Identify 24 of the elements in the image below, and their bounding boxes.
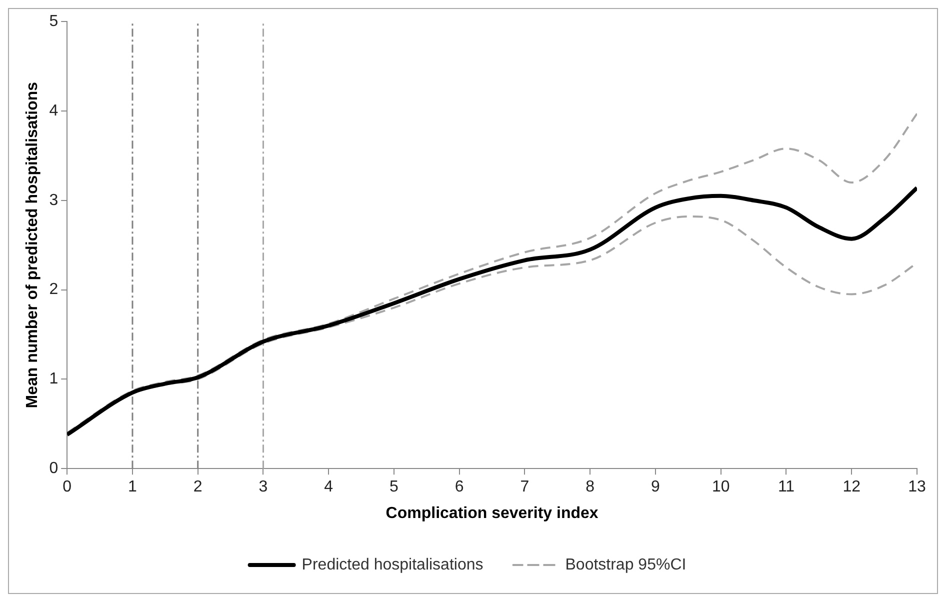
x-tick-label: 8 (586, 478, 595, 496)
x-tick-label: 5 (390, 478, 399, 496)
x-tick-label: 13 (908, 478, 926, 496)
y-tick-label: 4 (49, 102, 58, 120)
y-tick-label: 1 (49, 370, 58, 388)
y-tick-label: 2 (49, 281, 58, 298)
x-axis-title: Complication severity index (386, 504, 598, 522)
y-axis-title: Mean number of predicted hospitalisations (24, 82, 42, 408)
y-tick-label: 5 (49, 13, 58, 30)
x-tick-label: 1 (128, 478, 138, 496)
x-tick-label: 6 (454, 478, 464, 496)
x-tick-label: 10 (712, 478, 730, 496)
y-tick-label: 0 (49, 460, 58, 478)
x-tick-label: 12 (842, 478, 861, 496)
x-tick-label: 7 (520, 478, 530, 496)
x-tick-label: 3 (258, 478, 268, 496)
x-tick-label: 9 (651, 478, 660, 496)
x-tick-label: 4 (324, 478, 334, 496)
y-tick-label: 3 (49, 192, 58, 209)
x-tick-label: 11 (778, 478, 795, 496)
legend-label: Bootstrap 95%CI (565, 556, 686, 574)
legend-label: Predicted hospitalisations (302, 556, 484, 574)
x-tick-label: 2 (193, 478, 202, 496)
x-tick-label: 0 (62, 478, 72, 496)
